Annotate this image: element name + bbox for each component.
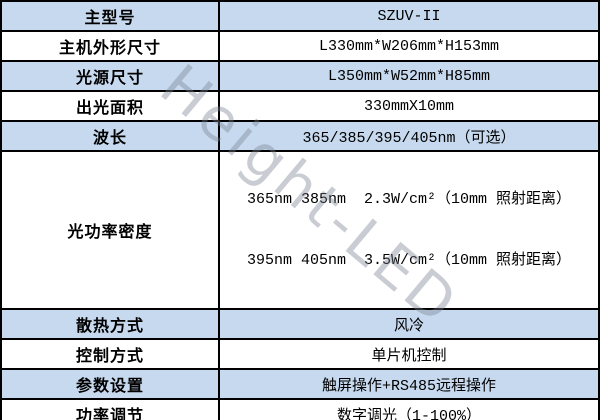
spec-label-model: 主型号 <box>0 0 220 32</box>
spec-label-control-method: 控制方式 <box>0 338 220 370</box>
power-density-line-1: 365nm 385nm 2.3W/cm²（10mm 照射距离） <box>246 191 572 208</box>
spec-label-power-adjust: 功率调节 <box>0 398 220 420</box>
spec-label-power-density: 光功率密度 <box>0 150 220 310</box>
spec-value-power-adjust: 数字调光（1-100%） <box>218 398 600 420</box>
spec-label-emitting-area: 出光面积 <box>0 90 220 122</box>
spec-value-cooling: 风冷 <box>218 308 600 340</box>
spec-value-model: SZUV-II <box>218 0 600 32</box>
spec-value-host-dimensions: L330mm*W206mm*H153mm <box>218 30 600 62</box>
power-density-line-2: 395nm 405nm 3.5W/cm²（10mm 照射距离） <box>246 252 572 269</box>
spec-label-cooling: 散热方式 <box>0 308 220 340</box>
spec-label-host-dimensions: 主机外形尺寸 <box>0 30 220 62</box>
table-row: 参数设置 触屏操作+RS485远程操作 <box>0 368 600 400</box>
table-row: 功率调节 数字调光（1-100%） <box>0 398 600 420</box>
table-row: 散热方式 风冷 <box>0 308 600 340</box>
spec-value-light-source-size: L350mm*W52mm*H85mm <box>218 60 600 92</box>
table-row: 波长 365/385/395/405nm（可选） <box>0 120 600 152</box>
spec-value-wavelength: 365/385/395/405nm（可选） <box>218 120 600 152</box>
table-row: 光功率密度 365nm 385nm 2.3W/cm²（10mm 照射距离） 39… <box>0 150 600 310</box>
table-row: 主型号 SZUV-II <box>0 0 600 32</box>
table-row: 主机外形尺寸 L330mm*W206mm*H153mm <box>0 30 600 62</box>
spec-value-parameter-setting: 触屏操作+RS485远程操作 <box>218 368 600 400</box>
spec-value-emitting-area: 330mmX10mm <box>218 90 600 122</box>
spec-value-power-density: 365nm 385nm 2.3W/cm²（10mm 照射距离） 395nm 40… <box>218 150 600 310</box>
table-row: 光源尺寸 L350mm*W52mm*H85mm <box>0 60 600 92</box>
spec-label-wavelength: 波长 <box>0 120 220 152</box>
table-row: 出光面积 330mmX10mm <box>0 90 600 122</box>
spec-label-light-source-size: 光源尺寸 <box>0 60 220 92</box>
table-row: 控制方式 单片机控制 <box>0 338 600 370</box>
spec-value-control-method: 单片机控制 <box>218 338 600 370</box>
spec-label-parameter-setting: 参数设置 <box>0 368 220 400</box>
